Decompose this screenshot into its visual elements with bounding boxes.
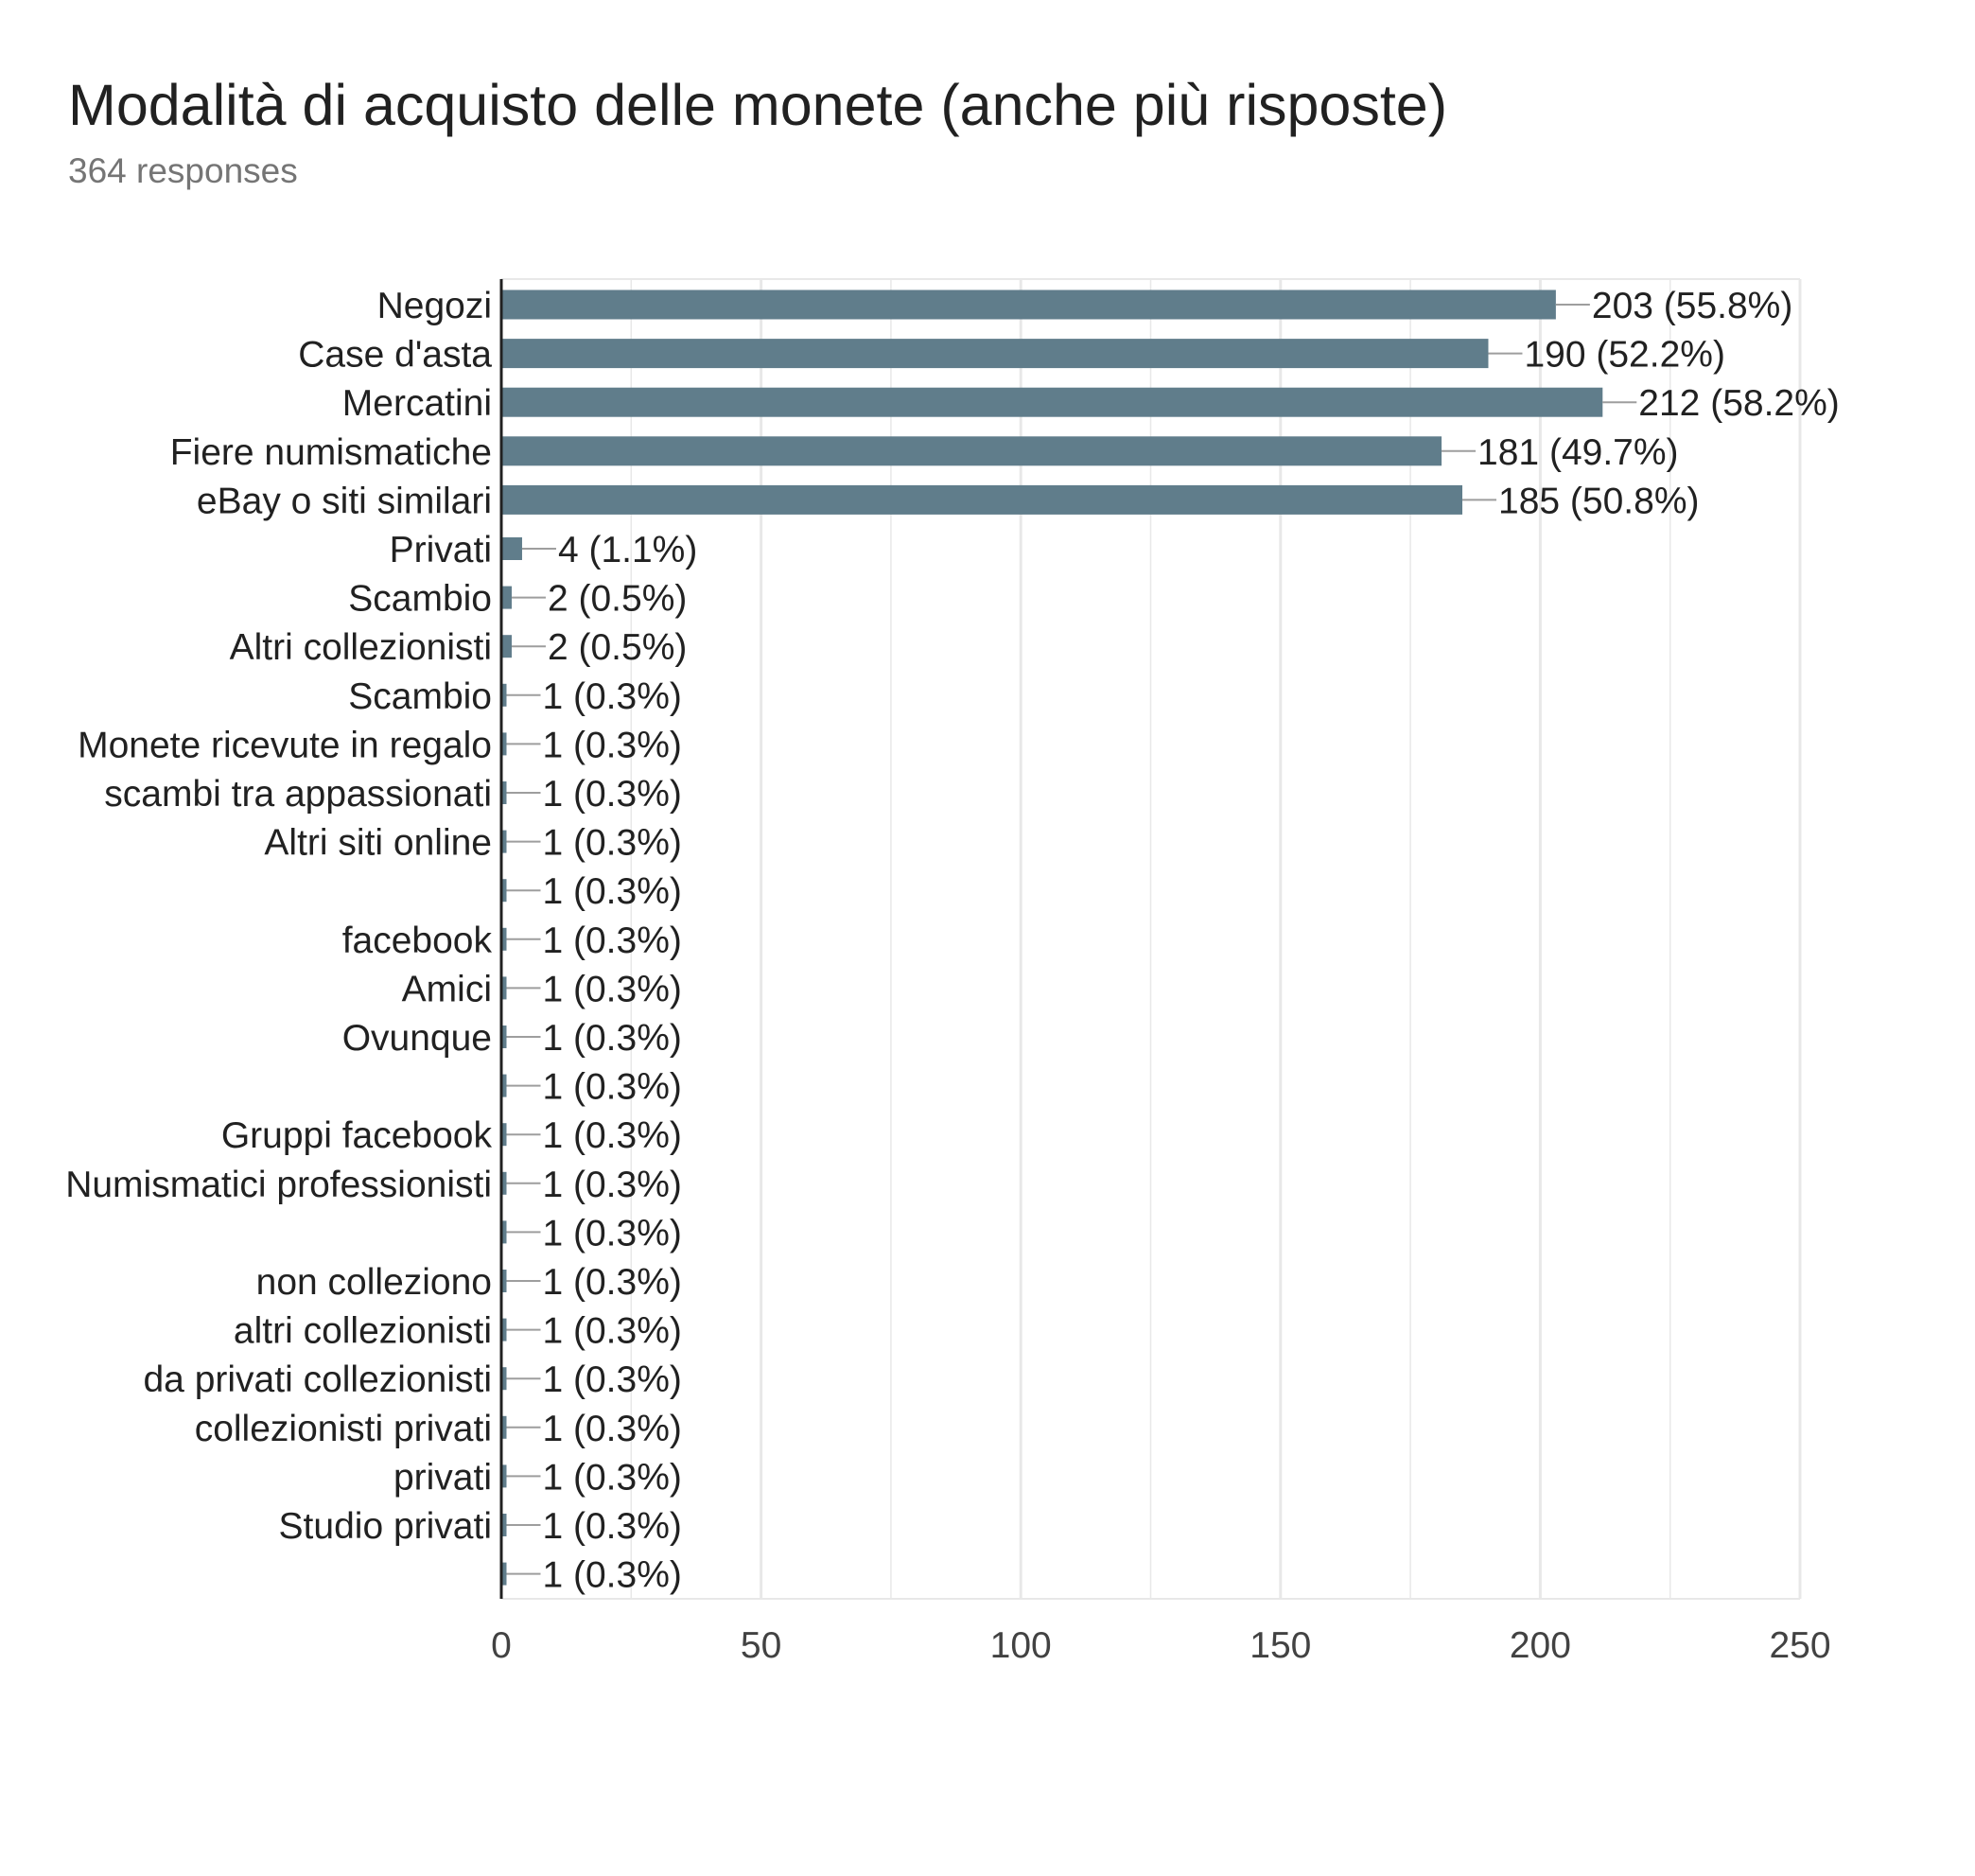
- value-label: 1 (0.3%): [542, 774, 681, 815]
- bar: [501, 1464, 507, 1488]
- bar: [501, 1220, 507, 1244]
- bar: [501, 635, 512, 658]
- category-label: Ovunque: [342, 1018, 492, 1059]
- bar: [501, 537, 522, 560]
- category-label: Scambio: [348, 676, 492, 717]
- x-tick-label: 100: [990, 1625, 1052, 1666]
- category-label: collezionisti privati: [195, 1409, 492, 1449]
- x-axis-ticks: 0 50 100 150 200 250: [491, 1625, 1830, 1666]
- bar: [501, 1514, 507, 1536]
- bar: [501, 289, 1556, 320]
- bar: [501, 1026, 507, 1048]
- category-label: Negozi: [377, 286, 492, 326]
- value-label: 1 (0.3%): [542, 1409, 681, 1449]
- value-labels: 203 (55.8%) 190 (52.2%) 212 (58.2%) 181 (49…: [542, 286, 1839, 1596]
- category-label: Studio privati: [279, 1506, 492, 1547]
- bar: [501, 927, 507, 951]
- value-label: 1 (0.3%): [542, 1555, 681, 1596]
- value-label: 2 (0.5%): [548, 579, 687, 620]
- category-label: Altri collezionisti: [230, 627, 492, 668]
- value-label: 1 (0.3%): [542, 1213, 681, 1254]
- value-label: 1 (0.3%): [542, 1067, 681, 1108]
- chart-title: Modalità di acquisto delle monete (anche…: [68, 73, 1448, 137]
- bar: [501, 436, 1442, 466]
- bar: [501, 1318, 507, 1341]
- x-tick-label: 150: [1250, 1625, 1311, 1666]
- value-label: 1 (0.3%): [542, 676, 681, 717]
- bar: [501, 976, 507, 1000]
- x-tick-label: 250: [1769, 1625, 1830, 1666]
- bar: [501, 1270, 507, 1292]
- bar: [501, 1367, 507, 1391]
- category-label: Numismatici professionisti: [65, 1165, 492, 1205]
- category-label: Privati: [390, 530, 492, 570]
- value-leader-lines: [506, 304, 1637, 1575]
- value-label: 1 (0.3%): [542, 1115, 681, 1156]
- value-label: 185 (50.8%): [1498, 481, 1699, 521]
- category-label: Gruppi facebook: [221, 1115, 493, 1156]
- value-label: 212 (58.2%): [1638, 383, 1839, 424]
- category-label: Scambio: [348, 579, 492, 620]
- bar: [501, 586, 512, 609]
- x-tick-label: 0: [491, 1625, 512, 1666]
- bar: [501, 683, 507, 707]
- category-label: altri collezionisti: [234, 1311, 492, 1352]
- bar: [501, 1415, 507, 1439]
- value-label: 203 (55.8%): [1592, 286, 1792, 326]
- category-label: Fiere numismatiche: [170, 432, 492, 473]
- value-label: 1 (0.3%): [542, 1311, 681, 1352]
- bar: [501, 1562, 507, 1586]
- value-label: 2 (0.5%): [548, 627, 687, 668]
- value-label: 1 (0.3%): [542, 969, 681, 1009]
- bar: [501, 1074, 507, 1097]
- value-label: 1 (0.3%): [542, 871, 681, 912]
- bar: [501, 1171, 507, 1195]
- category-label: Amici: [402, 969, 492, 1009]
- value-label: 1 (0.3%): [542, 1359, 681, 1400]
- value-label: 1 (0.3%): [542, 1018, 681, 1059]
- value-label: 1 (0.3%): [542, 725, 681, 765]
- category-label: Case d'asta: [298, 335, 492, 376]
- bars: [501, 289, 1603, 1586]
- value-label: 190 (52.2%): [1524, 335, 1724, 376]
- category-label: Monete ricevute in regalo: [78, 725, 492, 765]
- bar: [501, 830, 507, 853]
- category-label: privati: [393, 1457, 492, 1498]
- category-label: Mercatini: [342, 383, 492, 424]
- category-label: Altri siti online: [264, 823, 492, 864]
- bar: [501, 387, 1603, 417]
- category-label: non colleziono: [256, 1262, 492, 1303]
- bar: [501, 732, 507, 756]
- value-label: 181 (49.7%): [1477, 432, 1678, 473]
- value-label: 4 (1.1%): [558, 530, 697, 570]
- value-label: 1 (0.3%): [542, 1457, 681, 1498]
- bar: [501, 1123, 507, 1147]
- value-label: 1 (0.3%): [542, 920, 681, 961]
- gridlines: [501, 278, 1802, 1600]
- bar: [501, 879, 507, 903]
- value-label: 1 (0.3%): [542, 1262, 681, 1303]
- category-label: scambi tra appassionati: [104, 774, 492, 815]
- category-label: da privati collezionisti: [143, 1359, 492, 1400]
- category-label: eBay o siti similari: [197, 481, 492, 521]
- response-count: 364 responses: [68, 151, 298, 190]
- bar: [501, 781, 507, 804]
- x-tick-label: 50: [741, 1625, 781, 1666]
- bar: [501, 484, 1463, 515]
- value-label: 1 (0.3%): [542, 823, 681, 864]
- category-label: facebook: [342, 920, 493, 961]
- category-labels: Negozi Case d'asta Mercatini Fiere numismat…: [65, 286, 492, 1547]
- bar: [501, 339, 1489, 369]
- value-label: 1 (0.3%): [542, 1165, 681, 1205]
- x-tick-label: 200: [1510, 1625, 1571, 1666]
- value-label: 1 (0.3%): [542, 1506, 681, 1547]
